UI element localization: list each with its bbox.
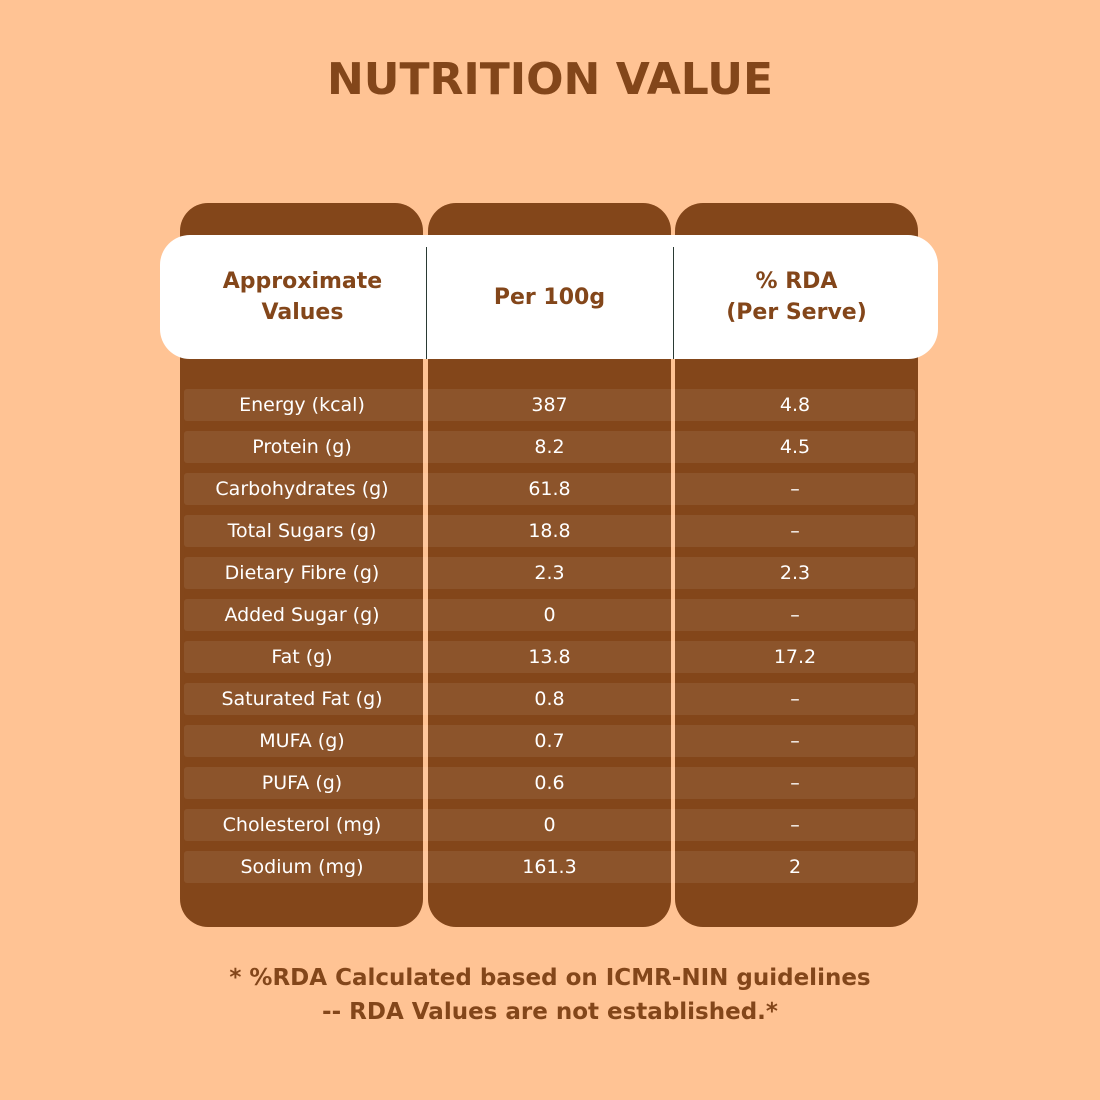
cell-rda: 2.3 xyxy=(779,562,811,584)
cell-rda: – xyxy=(790,604,800,626)
cell-rda: – xyxy=(790,520,800,542)
cell-per-100g: 0.7 xyxy=(534,730,565,752)
cell-per-100g: 0.8 xyxy=(534,688,565,710)
cell-nutrient: Carbohydrates (g) xyxy=(215,478,389,500)
cell-per-100g: 0.6 xyxy=(534,772,565,794)
cell-per-100g: 387 xyxy=(531,394,568,416)
header-per-100g: Per 100g xyxy=(493,284,606,310)
cell-rda: 4.5 xyxy=(779,436,811,458)
cell-nutrient: Total Sugars (g) xyxy=(227,520,377,542)
cell-nutrient: MUFA (g) xyxy=(259,730,345,752)
header-divider xyxy=(426,247,427,359)
cell-rda: 17.2 xyxy=(773,646,817,668)
table-row: Energy (kcal) 387 4.8 xyxy=(184,389,915,421)
table-row: Carbohydrates (g) 61.8 – xyxy=(184,473,915,505)
cell-nutrient: PUFA (g) xyxy=(261,772,343,794)
page-title: NUTRITION VALUE xyxy=(326,54,774,105)
cell-per-100g: 2.3 xyxy=(534,562,565,584)
cell-nutrient: Dietary Fibre (g) xyxy=(224,562,380,584)
table-row: Sodium (mg) 161.3 2 xyxy=(184,851,915,883)
footnote-rda: * %RDA Calculated based on ICMR-NIN guid… xyxy=(229,965,871,991)
cell-nutrient: Added Sugar (g) xyxy=(224,604,380,626)
cell-nutrient: Saturated Fat (g) xyxy=(221,688,383,710)
table-header: Approximate Values Per 100g % RDA (Per S… xyxy=(160,235,938,359)
cell-rda: – xyxy=(790,688,800,710)
table-row: Dietary Fibre (g) 2.3 2.3 xyxy=(184,557,915,589)
cell-nutrient: Energy (kcal) xyxy=(239,394,365,416)
cell-per-100g: 0 xyxy=(543,604,556,626)
table-row: Added Sugar (g) 0 – xyxy=(184,599,915,631)
table-row: PUFA (g) 0.6 – xyxy=(184,767,915,799)
cell-rda: 2 xyxy=(788,856,802,878)
cell-rda: – xyxy=(790,478,800,500)
cell-per-100g: 61.8 xyxy=(528,478,571,500)
table-row: MUFA (g) 0.7 – xyxy=(184,725,915,757)
table-row: Saturated Fat (g) 0.8 – xyxy=(184,683,915,715)
table-row: Protein (g) 8.2 4.5 xyxy=(184,431,915,463)
cell-per-100g: 18.8 xyxy=(528,520,571,542)
cell-per-100g: 161.3 xyxy=(522,856,577,878)
cell-nutrient: Sodium (mg) xyxy=(240,856,364,878)
header-rda: % RDA (Per Serve) xyxy=(726,269,867,325)
table-row: Cholesterol (mg) 0 – xyxy=(184,809,915,841)
footnote-not-established: -- RDA Values are not established.* xyxy=(322,999,778,1025)
cell-per-100g: 13.8 xyxy=(528,646,571,668)
table-row: Fat (g) 13.8 17.2 xyxy=(184,641,915,673)
cell-rda: 4.8 xyxy=(779,394,811,416)
cell-nutrient: Protein (g) xyxy=(252,436,352,458)
header-approximate-values: Approximate Values xyxy=(222,269,383,325)
header-divider xyxy=(673,247,674,359)
cell-nutrient: Fat (g) xyxy=(271,646,333,668)
cell-rda: – xyxy=(790,730,800,752)
cell-per-100g: 8.2 xyxy=(534,436,565,458)
cell-nutrient: Cholesterol (mg) xyxy=(222,814,382,836)
cell-rda: – xyxy=(790,814,800,836)
table-row: Total Sugars (g) 18.8 – xyxy=(184,515,915,547)
cell-per-100g: 0 xyxy=(543,814,556,836)
cell-rda: – xyxy=(790,772,800,794)
